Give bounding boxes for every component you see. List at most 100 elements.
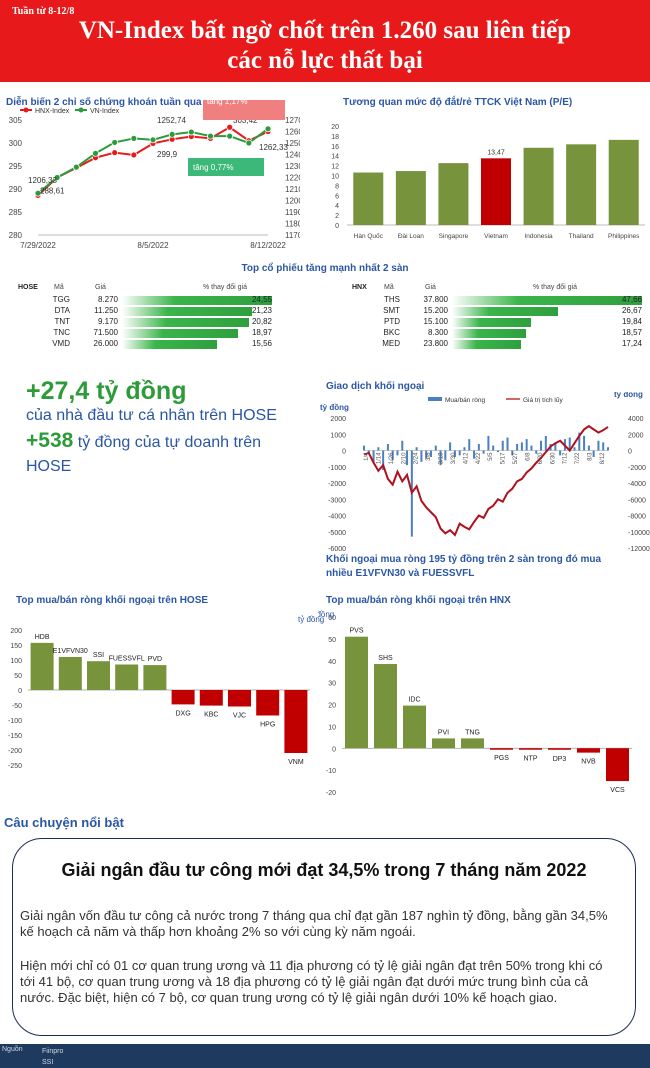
- foreign-net-bar: [511, 450, 514, 456]
- hose-col-code: Mã: [54, 284, 64, 291]
- foreign-right-tick: -10000: [628, 530, 650, 537]
- index-left-tick: 295: [9, 162, 23, 171]
- hose-change-value: 15,56: [251, 339, 272, 348]
- hnx-foreign-bar: [490, 748, 513, 750]
- index-data-point: [53, 174, 61, 181]
- foreign-net-bar: [607, 447, 609, 451]
- page-title-line-2: các nỗ lực thất bại: [227, 47, 423, 74]
- hnx-exchange-label: HNX: [352, 284, 367, 291]
- index-right-tick: 1220: [285, 174, 300, 183]
- hnx-foreign-category-label: DP3: [553, 756, 567, 763]
- index-legend-label: HNX-Index: [35, 108, 70, 115]
- foreign-net-bar: [482, 450, 485, 454]
- hnx-stock-price: 15.100: [423, 317, 448, 326]
- foreign-date-tick: 7/22: [575, 452, 581, 464]
- hose-foreign-y-tick: -150: [8, 733, 22, 740]
- foreign-date-tick: 6/30: [550, 452, 556, 464]
- foreign-unit-right: tỷ đồng: [614, 392, 643, 399]
- hnx-change-bar: [452, 307, 559, 316]
- foreign-net-bar: [487, 435, 490, 451]
- index-data-point: [168, 130, 176, 138]
- hose-stock-row: DTA 11.250 21,23: [0, 306, 320, 316]
- hose-foreign-category-label: HDB: [35, 634, 50, 641]
- index-callout-green-text: tăng 0,77%: [193, 163, 233, 172]
- foreign-date-tick: 2/24: [414, 452, 420, 464]
- pe-bar: [353, 172, 384, 225]
- hnx-foreign-y-tick: 40: [328, 659, 336, 666]
- index-x-tick: 8/5/2022: [137, 241, 169, 250]
- pe-y-tick: 10: [331, 174, 339, 181]
- hose-foreign-category-label: E1VFVN30: [53, 648, 88, 655]
- footer-source-1: Fiinpro: [42, 1048, 64, 1055]
- index-right-tick: 1230: [285, 162, 300, 171]
- story-box: [12, 838, 636, 1036]
- hose-stock-price: 9.170: [97, 317, 118, 326]
- pe-bar: [608, 139, 639, 225]
- hose-foreign-bar: [199, 690, 223, 706]
- foreign-net-bar: [578, 432, 581, 451]
- foreign-net-bar: [415, 447, 418, 451]
- index-legend-marker: [78, 107, 84, 113]
- foreign-net-bar: [501, 440, 504, 451]
- foreign-date-tick: 6/20: [538, 452, 544, 464]
- hose-stock-row: TNT 9.170 20,82: [0, 317, 320, 327]
- index-legend-label: VN-Index: [90, 108, 120, 115]
- foreign-right-tick: 0: [628, 449, 632, 456]
- hnx-foreign-category-label: IDC: [408, 697, 420, 704]
- index-left-tick: 305: [9, 116, 23, 125]
- foreign-date-tick: 5/17: [501, 452, 507, 464]
- hose-exchange-label: HOSE: [18, 284, 38, 291]
- hose-change-value: 20,82: [251, 317, 272, 326]
- index-label-hnx-end: 303,42: [233, 116, 258, 125]
- hnx-foreign-y-tick: -10: [326, 768, 336, 775]
- index-callout-red-box: [203, 100, 285, 120]
- hnx-foreign-y-tick: 30: [328, 681, 336, 688]
- hose-col-change: % thay đổi giá: [203, 284, 247, 291]
- foreign-net-bar: [429, 450, 432, 457]
- index-left-tick: 280: [9, 231, 23, 240]
- hose-foreign-y-tick: -250: [8, 763, 22, 770]
- foreign-unit-left: tỷ đồng: [320, 403, 349, 412]
- foreign-net-bar: [372, 450, 375, 464]
- hnx-stock-code: BKC: [383, 328, 400, 337]
- hose-foreign-y-tick: 200: [10, 628, 22, 635]
- hose-foreign-bar: [115, 664, 139, 690]
- hnx-foreign-y-tick: -20: [326, 790, 336, 797]
- foreign-date-tick: 7/12: [563, 452, 569, 464]
- hose-foreign-y-tick: -50: [12, 703, 22, 710]
- foreign-left-tick: -2000: [328, 481, 346, 488]
- hose-foreign-bar: [256, 690, 280, 716]
- hose-foreign-title: Top mua/bán ròng khối ngoại trên HOSE: [16, 595, 209, 606]
- pe-category-label: Thailand: [569, 233, 594, 240]
- hose-stock-price: 11.250: [94, 306, 118, 315]
- hnx-foreign-bar: [606, 748, 629, 782]
- hose-change-value: 21,23: [251, 306, 272, 315]
- hnx-col-price: Giá: [425, 284, 436, 291]
- index-data-point: [111, 139, 119, 146]
- prop-net-desc-1: tỷ đồng của tự doanh trên: [73, 434, 262, 451]
- foreign-net-bar: [554, 442, 557, 451]
- pe-y-tick: 6: [335, 193, 339, 200]
- index-legend-marker: [23, 107, 29, 113]
- foreign-cumulative-line: [363, 424, 609, 537]
- foreign-left-tick: 1000: [330, 432, 346, 439]
- hnx-change-value: 17,24: [621, 339, 642, 348]
- foreign-net-bar: [592, 450, 595, 457]
- foreign-right-tick: -4000: [628, 481, 646, 488]
- pe-bar: [438, 163, 469, 225]
- story-heading: Câu chuyện nổi bật: [4, 815, 124, 830]
- hose-foreign-category-label: KBC: [204, 712, 218, 719]
- foreign-date-tick: 1/26: [389, 452, 395, 464]
- hnx-foreign-category-label: PVI: [438, 729, 449, 736]
- index-data-point: [92, 149, 99, 157]
- hose-foreign-bar: [58, 657, 82, 690]
- hose-change-value: 24,55: [251, 295, 272, 304]
- foreign-right-tick: -6000: [628, 497, 646, 504]
- foreign-net-bar: [453, 450, 456, 457]
- hnx-foreign-category-label: NVB: [581, 759, 596, 766]
- index-data-point: [130, 135, 138, 142]
- hnx-foreign-category-label: SHS: [378, 655, 393, 662]
- foreign-right-tick: 2000: [628, 432, 644, 439]
- hnx-top-stocks-table: HNX Mã Giá % thay đổi giá THS 37.800 47,66 SMT 1…: [330, 282, 650, 352]
- foreign-net-bar: [468, 439, 471, 451]
